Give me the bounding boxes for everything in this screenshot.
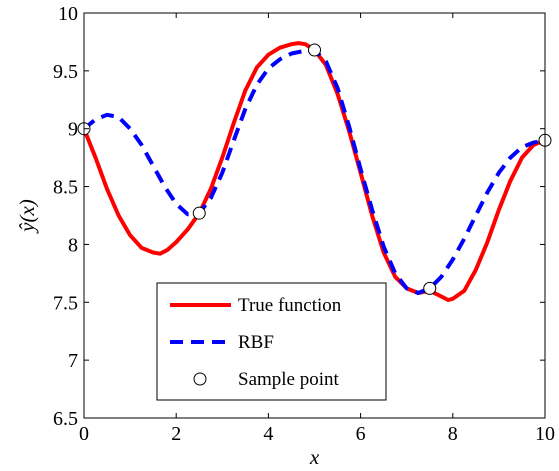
legend: True function RBF Sample point	[156, 282, 387, 401]
y-axis-label: ŷ(x)	[15, 199, 39, 234]
sample-point-marker	[308, 43, 321, 57]
x-tick-label: 4	[263, 423, 273, 445]
y-tick-label: 8.5	[53, 177, 78, 199]
y-tick-label: 8	[68, 234, 78, 256]
y-tick-label: 7	[68, 350, 78, 372]
x-tick-label: 8	[448, 423, 458, 445]
true-function-line	[82, 41, 546, 302]
plot-frame	[83, 12, 546, 419]
x-tick-label: 6	[356, 423, 366, 445]
rbf-line	[82, 48, 546, 295]
y-tick-label: 9.5	[53, 61, 78, 83]
legend-label: RBF	[238, 332, 274, 353]
legend-label: Sample point	[238, 369, 340, 390]
plot-series	[77, 41, 552, 302]
y-tick-label: 6.5	[53, 408, 78, 430]
sample-point-marker	[423, 281, 437, 295]
sample-point-marker	[192, 206, 206, 220]
legend-marker-sample-point	[193, 372, 207, 386]
x-tick-label: 10	[535, 423, 555, 445]
y-tick-label: 10	[58, 3, 78, 25]
x-axis: 0 2 4 6 8 10	[79, 13, 555, 445]
x-tick-label: 0	[79, 423, 89, 445]
y-tick-label: 7.5	[53, 292, 78, 314]
legend-label: True function	[238, 295, 342, 316]
y-axis: 6.5 7 7.5 8 8.5 9 9.5 10	[53, 3, 545, 430]
x-tick-label: 2	[171, 423, 181, 445]
y-tick-label: 9	[68, 119, 78, 141]
x-axis-label: x	[309, 445, 320, 469]
